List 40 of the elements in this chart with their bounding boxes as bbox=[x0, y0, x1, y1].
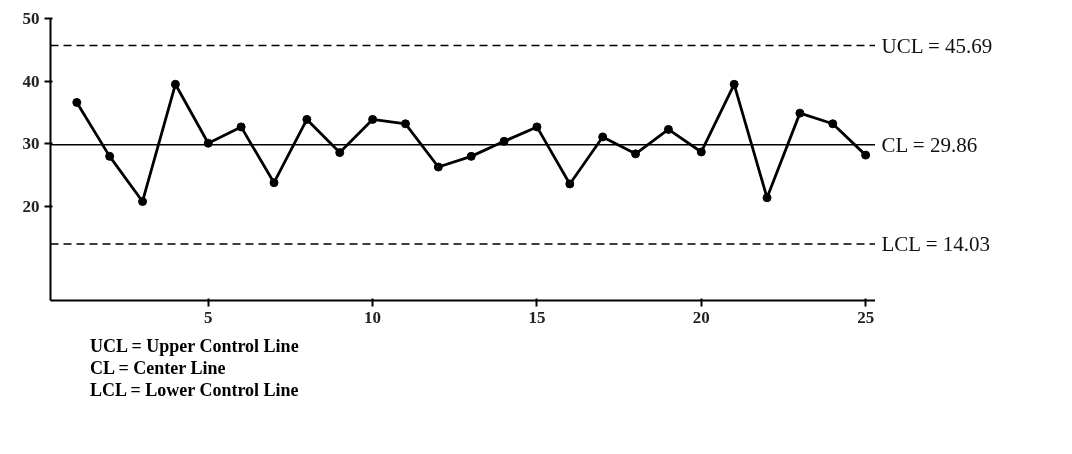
point bbox=[499, 136, 509, 146]
point bbox=[368, 114, 378, 124]
point bbox=[598, 132, 608, 142]
x-tick-label: 15 bbox=[528, 307, 546, 327]
x-tick-label: 20 bbox=[692, 307, 710, 327]
point bbox=[532, 122, 542, 132]
y-tick-label: 50 bbox=[22, 9, 40, 28]
ref-line-label: UCL = 45.69 bbox=[881, 33, 993, 58]
point bbox=[400, 119, 410, 129]
point bbox=[762, 193, 772, 203]
x-tick-label: 10 bbox=[364, 307, 382, 327]
point bbox=[828, 119, 838, 129]
point bbox=[696, 147, 706, 157]
y-tick-label: 40 bbox=[22, 71, 40, 91]
text: CL = Center Line bbox=[90, 358, 226, 378]
y-tick-label: 30 bbox=[22, 134, 40, 154]
point bbox=[138, 196, 148, 206]
point bbox=[335, 148, 345, 158]
point bbox=[105, 151, 115, 161]
point bbox=[433, 162, 443, 172]
ref-line-label: LCL = 14.03 bbox=[881, 231, 990, 256]
point bbox=[861, 150, 871, 160]
y-tick-label: 20 bbox=[22, 197, 40, 216]
x-tick-label: 5 bbox=[204, 307, 213, 327]
point bbox=[236, 122, 246, 132]
point bbox=[72, 97, 82, 107]
point bbox=[203, 138, 213, 148]
point bbox=[631, 149, 641, 159]
point bbox=[302, 114, 312, 124]
point bbox=[466, 151, 476, 161]
x-tick-label: 25 bbox=[857, 307, 875, 327]
text: LCL = Lower Control Line bbox=[90, 380, 299, 400]
point bbox=[170, 79, 180, 89]
ref-line-label: CL = 29.86 bbox=[881, 132, 978, 157]
point bbox=[269, 178, 279, 188]
point bbox=[663, 124, 673, 134]
point bbox=[565, 179, 575, 189]
point bbox=[729, 79, 739, 89]
point bbox=[795, 108, 805, 118]
text: UCL = Upper Control Line bbox=[90, 336, 299, 356]
